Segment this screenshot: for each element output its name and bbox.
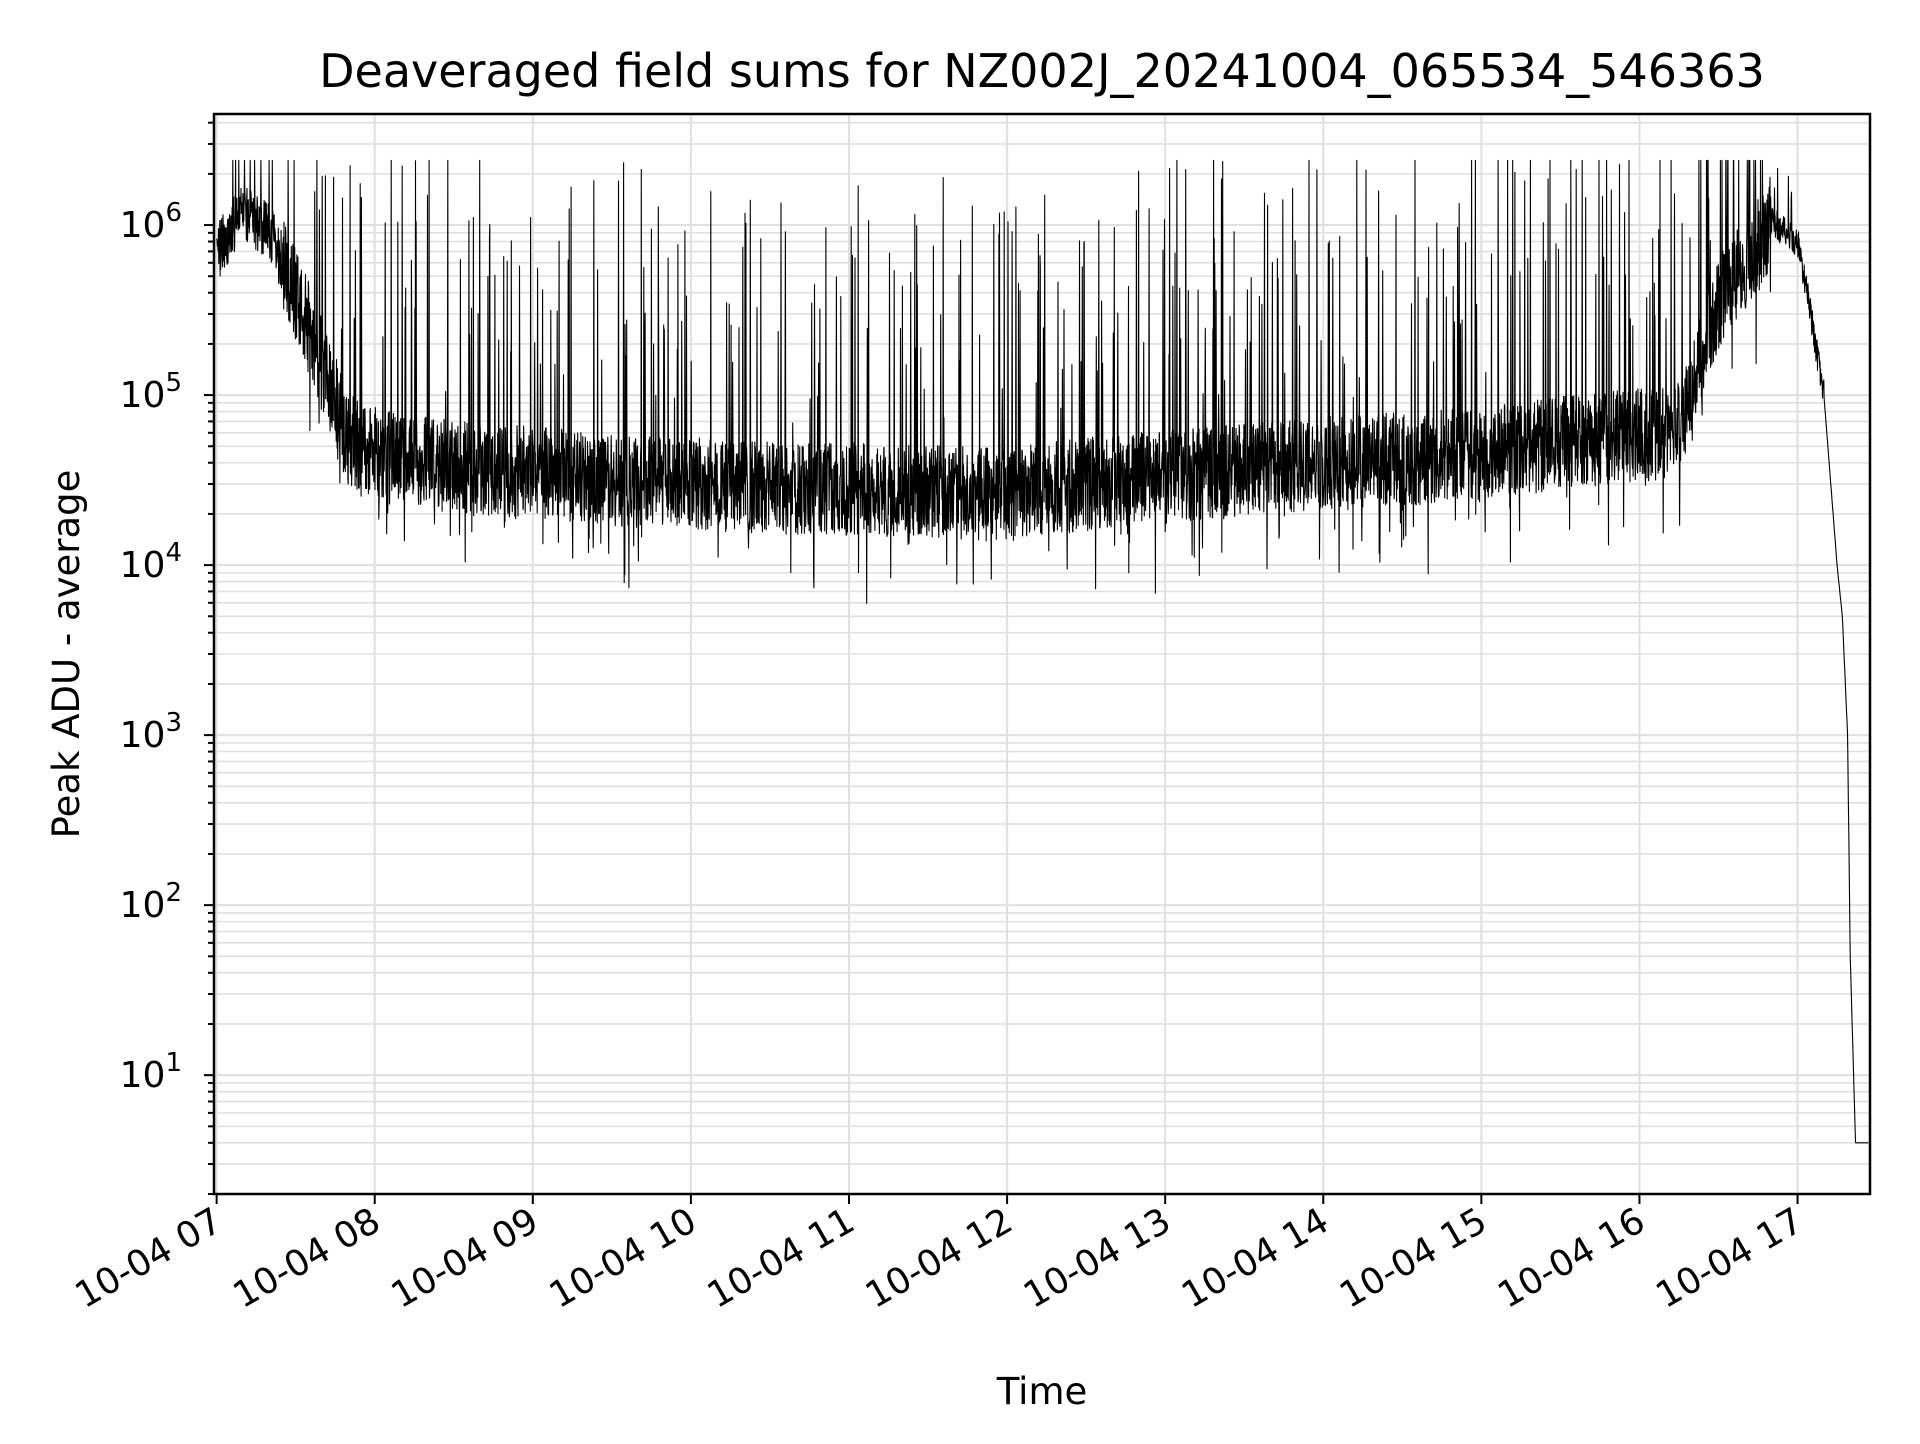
- x-tick-label: 10-04 16: [1491, 1200, 1652, 1316]
- x-tick-label: 10-04 12: [859, 1200, 1020, 1316]
- x-tick-label: 10-04 15: [1333, 1200, 1494, 1316]
- x-tick-label: 10-04 14: [1175, 1200, 1336, 1316]
- x-axis-label: Time: [996, 1370, 1088, 1413]
- data-layer: [216, 159, 1869, 1144]
- series-line: [216, 159, 1869, 1144]
- y-tick-label: 101: [120, 1048, 182, 1096]
- x-tick-label: 10-04 11: [701, 1200, 862, 1316]
- y-tick-label: 104: [120, 538, 182, 586]
- chart-title: Deaveraged field sums for NZ002J_2024100…: [319, 44, 1765, 98]
- x-tick-label: 10-04 07: [68, 1200, 229, 1316]
- y-tick-label: 105: [120, 368, 182, 416]
- x-tick-label: 10-04 10: [543, 1200, 704, 1316]
- y-axis-label: Peak ADU - average: [45, 470, 88, 839]
- y-tick-label: 102: [120, 878, 182, 926]
- y-tick-label: 106: [120, 198, 182, 246]
- x-tick-label: 10-04 08: [227, 1200, 388, 1316]
- x-tick-label: 10-04 13: [1017, 1200, 1178, 1316]
- x-tick-label: 10-04 17: [1649, 1200, 1810, 1316]
- grid: [214, 114, 1870, 1195]
- y-tick-label: 103: [120, 708, 182, 756]
- y-axis: 101 102 103 104 105 106: [120, 121, 214, 1195]
- x-tick-label: 10-04 09: [385, 1200, 546, 1316]
